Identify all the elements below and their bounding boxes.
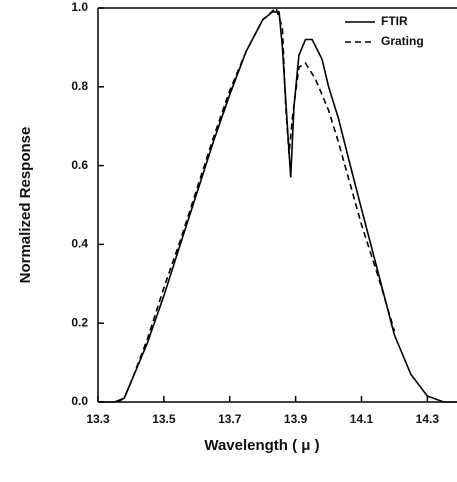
x-axis-title: Wavelength ( μ ) — [204, 437, 319, 454]
x-tick-label: 13.9 — [284, 412, 308, 426]
x-tick-label: 13.5 — [152, 412, 176, 426]
y-tick-label: 1.0 — [71, 0, 88, 14]
line-series — [117, 6, 396, 403]
legend-label: Grating — [381, 34, 424, 48]
y-tick-label: 0.4 — [71, 237, 88, 251]
y-tick-label: 0.6 — [71, 158, 88, 172]
y-tick-label: 0.8 — [71, 79, 88, 93]
y-tick-label: 0.2 — [71, 315, 88, 329]
y-tick-label: 0.0 — [71, 394, 88, 408]
x-tick-label: 14.1 — [350, 412, 374, 426]
x-tick-label: 14.3 — [416, 412, 440, 426]
x-tick-label: 13.7 — [218, 412, 242, 426]
y-axis-title: Normalized Response — [17, 127, 34, 284]
x-tick-label: 13.3 — [86, 412, 110, 426]
legend-label: FTIR — [381, 14, 408, 28]
line-series — [98, 11, 457, 403]
